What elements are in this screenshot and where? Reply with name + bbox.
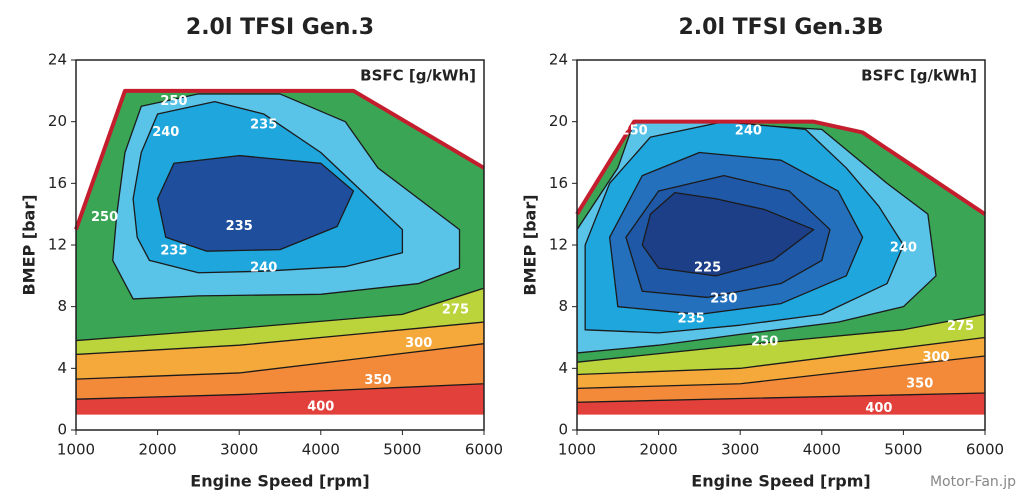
contour-regions — [76, 90, 484, 400]
contour-label: 400 — [307, 399, 334, 414]
contour-label: 400 — [865, 401, 892, 416]
contour-label: 240 — [735, 123, 762, 138]
full-load-line — [74, 88, 486, 231]
contour-label: 275 — [947, 319, 974, 334]
contour-label: 250 — [160, 94, 187, 109]
contour-label: 300 — [922, 350, 949, 365]
x-tick-label: 1000 — [558, 441, 596, 459]
x-axis-title: Engine Speed [rpm] — [190, 472, 369, 491]
x-tick-label: 6000 — [966, 441, 1004, 459]
contour-label: 250 — [751, 335, 778, 350]
y-axis-title: BMEP [bar] — [521, 194, 540, 295]
contour-label: 235 — [250, 117, 277, 132]
y-tick-label: 8 — [558, 297, 568, 315]
y-tick-label: 4 — [558, 359, 568, 377]
y-tick-label: 24 — [48, 51, 67, 69]
chart-title: 2.0l TFSI Gen.3B — [679, 15, 884, 40]
contour-label: 300 — [405, 336, 432, 351]
contour-label: 240 — [152, 125, 179, 140]
x-axis-title: Engine Speed [rpm] — [691, 472, 870, 491]
x-tick-label: 3000 — [721, 441, 759, 459]
colorbar-label: BSFC [g/kWh] — [360, 67, 476, 85]
contour-label: 230 — [710, 291, 737, 306]
x-tick-label: 5000 — [884, 441, 922, 459]
chart-title: 2.0l TFSI Gen.3 — [186, 15, 374, 40]
panel: 2.0l TFSI Gen.32502402352352352402502753… — [20, 15, 504, 491]
y-tick-label: 20 — [48, 112, 67, 130]
x-tick-label: 6000 — [465, 441, 503, 459]
watermark: Motor-Fan.jp — [930, 474, 1016, 490]
contour-label: 225 — [694, 261, 721, 276]
x-tick-label: 3000 — [220, 441, 258, 459]
y-tick-label: 8 — [57, 297, 67, 315]
y-axis-title: BMEP [bar] — [20, 194, 39, 295]
x-tick-label: 4000 — [803, 441, 841, 459]
contour-label: 250 — [91, 210, 118, 225]
contour-regions — [577, 121, 985, 403]
contour-label: 275 — [442, 302, 469, 317]
contour-label: 350 — [906, 376, 933, 391]
contour-label: 235 — [160, 244, 187, 259]
full-load-line — [575, 119, 987, 216]
y-tick-label: 12 — [48, 236, 67, 254]
y-tick-label: 0 — [57, 421, 67, 439]
contour-label: 250 — [621, 123, 648, 138]
contour-label: 240 — [250, 261, 277, 276]
y-tick-label: 24 — [549, 51, 568, 69]
contour-region — [156, 154, 355, 252]
contour-label: 235 — [678, 312, 705, 327]
x-tick-label: 2000 — [139, 441, 177, 459]
contour-region — [641, 191, 815, 277]
x-tick-label: 1000 — [57, 441, 95, 459]
x-tick-label: 4000 — [302, 441, 340, 459]
y-tick-label: 4 — [57, 359, 67, 377]
x-tick-label: 2000 — [640, 441, 678, 459]
contour-label: 240 — [890, 241, 917, 256]
y-tick-label: 0 — [558, 421, 568, 439]
colorbar-label: BSFC [g/kWh] — [861, 67, 977, 85]
contour-label: 235 — [226, 219, 253, 234]
contour-label: 350 — [364, 373, 391, 388]
y-tick-label: 20 — [549, 112, 568, 130]
x-tick-label: 5000 — [383, 441, 421, 459]
y-tick-label: 16 — [48, 174, 67, 192]
y-tick-label: 12 — [549, 236, 568, 254]
y-tick-label: 16 — [549, 174, 568, 192]
